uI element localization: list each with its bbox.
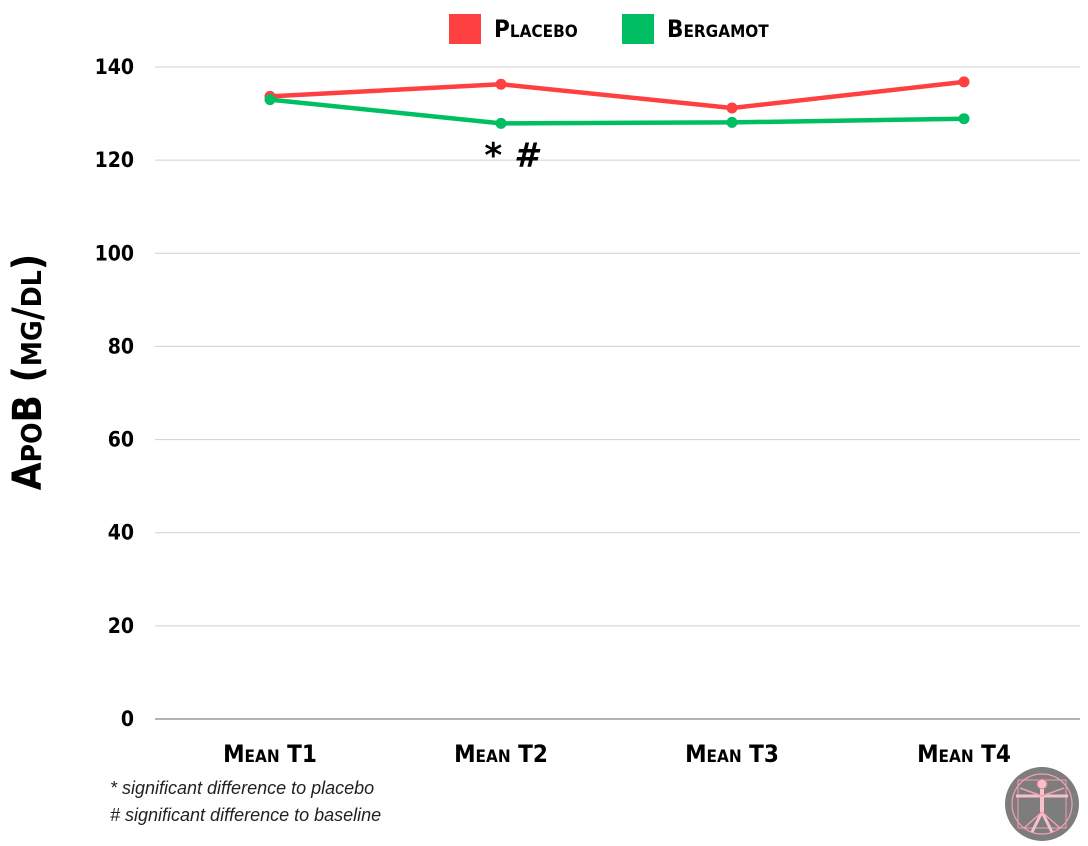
x-tick-label-mean-t3: Mean T3: [685, 740, 779, 768]
point-bergamot-mean-t4: [958, 113, 970, 125]
legend-swatch-bergamot: [622, 14, 654, 44]
legend-label-placebo: Placebo: [494, 15, 578, 43]
y-axis-title: ApoB (mg/dl): [5, 254, 51, 490]
y-tick-label-60: 60: [108, 428, 134, 452]
gridlines: [155, 66, 1080, 720]
x-axis-ticks: Mean T1 Mean T2 Mean T3 Mean T4: [223, 740, 1011, 768]
y-tick-label-80: 80: [108, 334, 134, 358]
y-axis-label: ApoB (mg/dl): [5, 254, 51, 490]
footnote-baseline: # significant difference to baseline: [110, 805, 382, 825]
y-axis-ticks: 0 20 40 60 80 100 120 140: [95, 55, 134, 731]
footnote-placebo: * significant difference to placebo: [110, 778, 375, 798]
x-tick-label-mean-t2: Mean T2: [454, 740, 548, 768]
y-tick-label-0: 0: [121, 707, 134, 731]
point-placebo-mean-t3: [726, 102, 738, 114]
point-bergamot-mean-t1: [264, 94, 276, 106]
x-tick-label-mean-t1: Mean T1: [223, 740, 317, 768]
vitruvian-man-icon: [1004, 766, 1080, 842]
series-line-placebo: [267, 79, 967, 111]
legend-label-bergamot: Bergamot: [667, 15, 769, 43]
y-tick-label-120: 120: [95, 148, 134, 172]
y-tick-label-20: 20: [108, 614, 134, 638]
annotations: * #: [484, 136, 541, 176]
point-placebo-mean-t2: [495, 78, 507, 90]
point-bergamot-mean-t2: [495, 117, 507, 129]
y-tick-label-100: 100: [95, 241, 134, 265]
point-bergamot-mean-t3: [726, 116, 738, 128]
y-tick-label-140: 140: [95, 55, 134, 79]
point-placebo-mean-t4: [958, 76, 970, 88]
x-tick-label-mean-t4: Mean T4: [917, 740, 1011, 768]
y-tick-label-40: 40: [108, 521, 134, 545]
significance-annotation: * #: [484, 136, 541, 176]
legend-swatch-placebo: [449, 14, 481, 44]
series-line-bergamot: [267, 97, 967, 126]
legend: Placebo Bergamot: [449, 14, 769, 44]
series-layer: [264, 76, 970, 129]
